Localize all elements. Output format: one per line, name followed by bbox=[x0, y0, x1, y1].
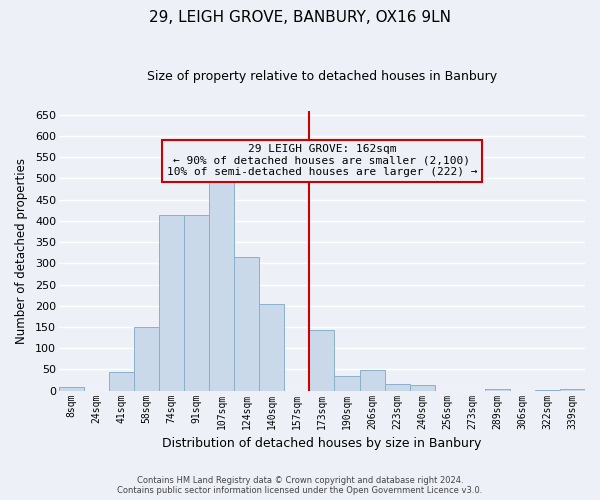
Text: Contains HM Land Registry data © Crown copyright and database right 2024.
Contai: Contains HM Land Registry data © Crown c… bbox=[118, 476, 482, 495]
Bar bbox=[259, 304, 284, 390]
Bar bbox=[159, 214, 184, 390]
Bar bbox=[209, 166, 234, 390]
Bar bbox=[359, 370, 385, 390]
Text: 29 LEIGH GROVE: 162sqm
← 90% of detached houses are smaller (2,100)
10% of semi-: 29 LEIGH GROVE: 162sqm ← 90% of detached… bbox=[167, 144, 477, 178]
Bar bbox=[485, 388, 510, 390]
Bar bbox=[109, 372, 134, 390]
Bar bbox=[134, 327, 159, 390]
Bar bbox=[59, 387, 84, 390]
X-axis label: Distribution of detached houses by size in Banbury: Distribution of detached houses by size … bbox=[162, 437, 482, 450]
Y-axis label: Number of detached properties: Number of detached properties bbox=[15, 158, 28, 344]
Bar bbox=[334, 376, 359, 390]
Bar bbox=[184, 214, 209, 390]
Text: 29, LEIGH GROVE, BANBURY, OX16 9LN: 29, LEIGH GROVE, BANBURY, OX16 9LN bbox=[149, 10, 451, 25]
Bar bbox=[385, 384, 410, 390]
Bar bbox=[310, 330, 334, 390]
Title: Size of property relative to detached houses in Banbury: Size of property relative to detached ho… bbox=[147, 70, 497, 83]
Bar bbox=[410, 385, 434, 390]
Bar bbox=[234, 257, 259, 390]
